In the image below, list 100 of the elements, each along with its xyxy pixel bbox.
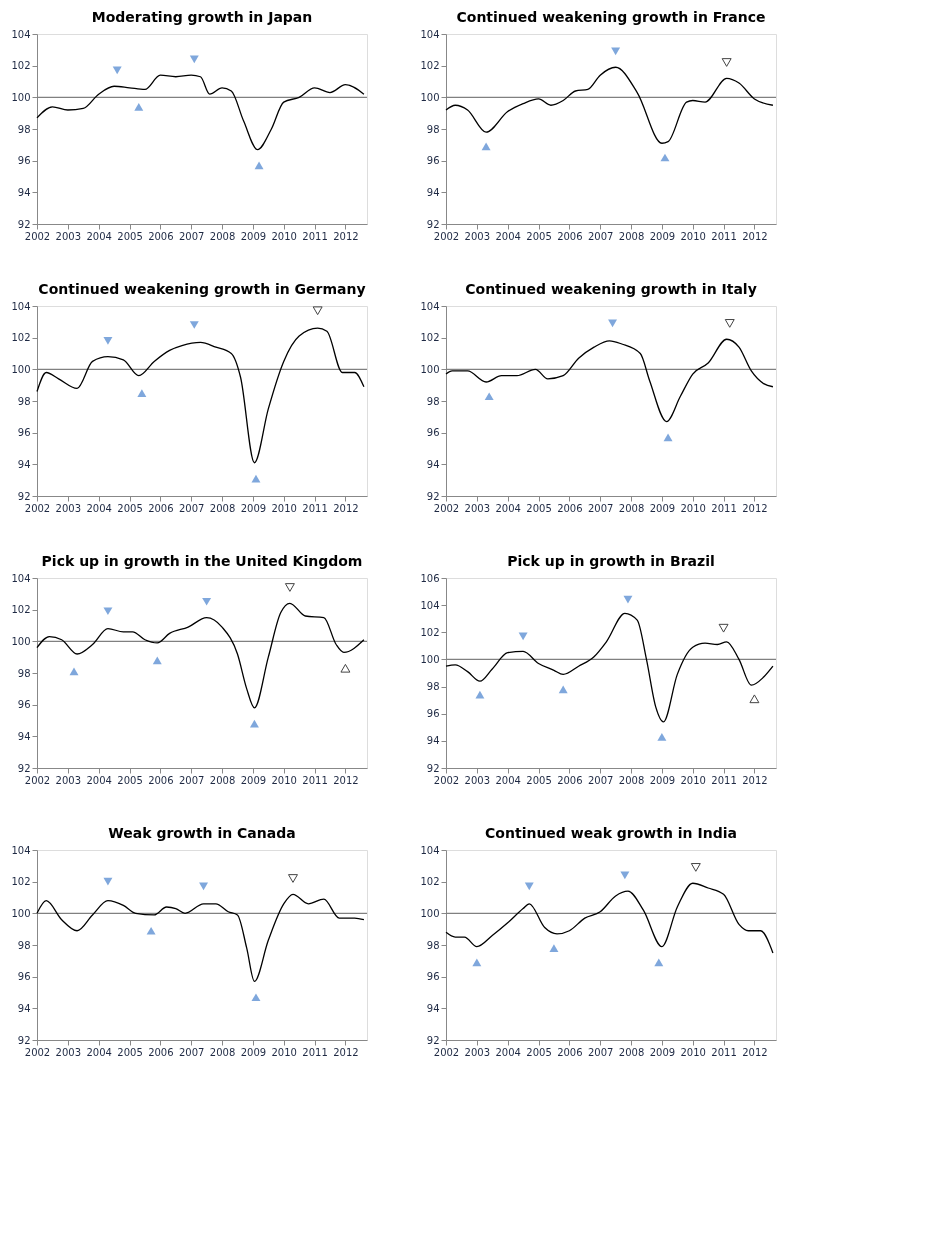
y-tick-label: 94 bbox=[426, 1002, 440, 1014]
y-tick-label: 98 bbox=[426, 939, 440, 951]
x-tick-label: 2011 bbox=[302, 230, 328, 242]
y-tick-label: 100 bbox=[420, 653, 440, 665]
y-tick-label: 100 bbox=[420, 91, 440, 103]
x-tick-label: 2004 bbox=[86, 774, 112, 786]
y-tick-label: 92 bbox=[17, 490, 31, 502]
y-tick-label: 94 bbox=[426, 735, 440, 747]
point bbox=[484, 392, 494, 401]
y-tick-label: 104 bbox=[11, 572, 31, 584]
y-tick-label: 98 bbox=[17, 395, 31, 407]
point bbox=[549, 944, 559, 953]
x-tick-label: 2009 bbox=[649, 774, 676, 786]
chart-title: Moderating growth in Japan bbox=[91, 9, 313, 25]
x-tick-label: 2004 bbox=[495, 502, 521, 514]
y-tick-label: 92 bbox=[426, 1034, 440, 1046]
point bbox=[103, 607, 113, 616]
y-tick-label: 100 bbox=[420, 907, 440, 919]
y-tick-label: 96 bbox=[426, 427, 440, 439]
point bbox=[251, 993, 261, 1002]
x-tick-label: 2010 bbox=[271, 774, 297, 786]
point bbox=[69, 667, 79, 676]
line-series bbox=[36, 74, 365, 151]
x-tick-label: 2002 bbox=[433, 230, 460, 242]
x-tick-label: 2005 bbox=[117, 774, 143, 786]
point bbox=[663, 433, 673, 442]
line-series bbox=[445, 882, 774, 954]
y-tick-label: 100 bbox=[420, 363, 440, 375]
y-tick-label: 94 bbox=[426, 458, 440, 470]
x-tick-label: 2008 bbox=[618, 774, 645, 786]
x-tick-label: 2010 bbox=[680, 230, 706, 242]
x-tick-label: 2009 bbox=[240, 230, 267, 242]
x-tick-label: 2003 bbox=[55, 230, 82, 242]
y-tick-label: 102 bbox=[420, 626, 440, 638]
x-tick-label: 2007 bbox=[587, 1046, 614, 1058]
point bbox=[718, 623, 729, 633]
x-tick-label: 2005 bbox=[117, 502, 143, 514]
point bbox=[475, 690, 485, 699]
y-tick-label: 100 bbox=[11, 363, 31, 375]
x-tick-label: 2006 bbox=[557, 502, 583, 514]
x-tick-label: 2003 bbox=[464, 230, 491, 242]
x-tick-label: 2008 bbox=[209, 230, 236, 242]
chart-title: Continued weakening growth in Germany bbox=[38, 281, 366, 297]
line-series bbox=[36, 893, 365, 983]
y-tick-label: 102 bbox=[11, 60, 31, 72]
x-tick-label: 2003 bbox=[55, 502, 82, 514]
x-tick-label: 2012 bbox=[333, 1046, 359, 1058]
y-tick-label: 102 bbox=[11, 604, 31, 616]
y-tick-label: 100 bbox=[11, 635, 31, 647]
point bbox=[152, 656, 162, 665]
point bbox=[103, 336, 113, 345]
x-tick-label: 2009 bbox=[240, 774, 267, 786]
x-tick-label: 2003 bbox=[464, 502, 491, 514]
x-tick-label: 2007 bbox=[178, 774, 205, 786]
x-tick-label: 2010 bbox=[271, 502, 297, 514]
y-tick-label: 102 bbox=[11, 332, 31, 344]
y-tick-label: 94 bbox=[17, 1002, 31, 1014]
y-tick-label: 92 bbox=[17, 1034, 31, 1046]
y-tick-label: 104 bbox=[420, 844, 440, 856]
y-tick-label: 96 bbox=[17, 155, 31, 167]
y-tick-label: 100 bbox=[11, 907, 31, 919]
y-tick-label: 98 bbox=[426, 123, 440, 135]
y-tick-label: 98 bbox=[426, 395, 440, 407]
x-tick-label: 2007 bbox=[587, 502, 614, 514]
x-tick-label: 2010 bbox=[271, 230, 297, 242]
x-tick-label: 2007 bbox=[178, 1046, 205, 1058]
chart-title: Continued weak growth in India bbox=[485, 825, 737, 841]
x-tick-label: 2005 bbox=[526, 1046, 552, 1058]
y-tick-label: 104 bbox=[11, 300, 31, 312]
y-tick-label: 98 bbox=[17, 667, 31, 679]
x-tick-label: 2003 bbox=[464, 1046, 491, 1058]
y-tick-label: 106 bbox=[420, 572, 440, 584]
y-tick-label: 96 bbox=[17, 427, 31, 439]
y-tick-label: 92 bbox=[426, 490, 440, 502]
x-tick-label: 2006 bbox=[148, 1046, 174, 1058]
x-tick-label: 2012 bbox=[742, 230, 768, 242]
point bbox=[558, 685, 568, 694]
point bbox=[340, 663, 351, 673]
point bbox=[690, 863, 701, 872]
x-tick-label: 2006 bbox=[557, 774, 583, 786]
x-tick-label: 2007 bbox=[178, 230, 205, 242]
y-tick-label: 98 bbox=[17, 123, 31, 135]
line-series bbox=[445, 66, 774, 144]
line-series bbox=[445, 338, 774, 423]
point bbox=[189, 321, 199, 329]
x-tick-label: 2007 bbox=[587, 230, 614, 242]
point bbox=[189, 55, 199, 64]
point bbox=[657, 732, 667, 741]
y-tick-label: 104 bbox=[420, 599, 440, 611]
y-tick-label: 94 bbox=[426, 186, 440, 198]
x-tick-label: 2002 bbox=[24, 502, 51, 514]
x-tick-label: 2006 bbox=[557, 230, 583, 242]
x-tick-label: 2004 bbox=[86, 230, 112, 242]
point bbox=[202, 597, 212, 606]
y-tick-label: 96 bbox=[426, 971, 440, 983]
y-tick-label: 98 bbox=[17, 939, 31, 951]
point bbox=[134, 102, 144, 111]
chart-title: Continued weakening growth in France bbox=[456, 9, 766, 25]
x-tick-label: 2007 bbox=[178, 502, 205, 514]
y-tick-label: 92 bbox=[17, 218, 31, 230]
